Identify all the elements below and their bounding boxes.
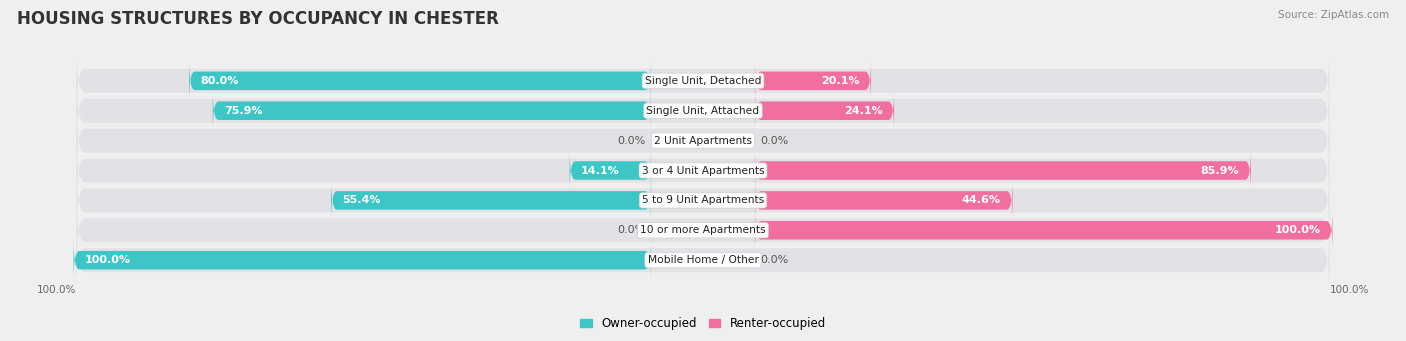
FancyBboxPatch shape xyxy=(755,150,1251,191)
Text: Source: ZipAtlas.com: Source: ZipAtlas.com xyxy=(1278,10,1389,20)
Text: 3 or 4 Unit Apartments: 3 or 4 Unit Apartments xyxy=(641,165,765,176)
Text: 10 or more Apartments: 10 or more Apartments xyxy=(640,225,766,235)
Text: 0.0%: 0.0% xyxy=(761,255,789,265)
Text: 24.1%: 24.1% xyxy=(844,106,883,116)
Text: 0.0%: 0.0% xyxy=(617,225,645,235)
FancyBboxPatch shape xyxy=(73,240,651,281)
Text: 14.1%: 14.1% xyxy=(581,165,620,176)
FancyBboxPatch shape xyxy=(755,180,1012,221)
FancyBboxPatch shape xyxy=(76,78,1330,144)
Text: 44.6%: 44.6% xyxy=(962,195,1001,205)
FancyBboxPatch shape xyxy=(755,60,872,101)
FancyBboxPatch shape xyxy=(330,180,651,221)
Text: Single Unit, Attached: Single Unit, Attached xyxy=(647,106,759,116)
FancyBboxPatch shape xyxy=(76,48,1330,114)
FancyBboxPatch shape xyxy=(212,90,651,131)
FancyBboxPatch shape xyxy=(76,197,1330,263)
Text: 75.9%: 75.9% xyxy=(225,106,263,116)
Text: 0.0%: 0.0% xyxy=(761,136,789,146)
Text: 5 to 9 Unit Apartments: 5 to 9 Unit Apartments xyxy=(643,195,763,205)
FancyBboxPatch shape xyxy=(76,108,1330,174)
Text: 55.4%: 55.4% xyxy=(343,195,381,205)
Text: 2 Unit Apartments: 2 Unit Apartments xyxy=(654,136,752,146)
Text: 80.0%: 80.0% xyxy=(201,76,239,86)
Text: 100.0%: 100.0% xyxy=(1275,225,1320,235)
Legend: Owner-occupied, Renter-occupied: Owner-occupied, Renter-occupied xyxy=(575,312,831,335)
FancyBboxPatch shape xyxy=(76,227,1330,293)
Text: 100.0%: 100.0% xyxy=(86,255,131,265)
FancyBboxPatch shape xyxy=(76,138,1330,203)
Text: 0.0%: 0.0% xyxy=(617,136,645,146)
FancyBboxPatch shape xyxy=(755,210,1333,251)
Text: Single Unit, Detached: Single Unit, Detached xyxy=(645,76,761,86)
Text: HOUSING STRUCTURES BY OCCUPANCY IN CHESTER: HOUSING STRUCTURES BY OCCUPANCY IN CHEST… xyxy=(17,10,499,28)
FancyBboxPatch shape xyxy=(569,150,651,191)
FancyBboxPatch shape xyxy=(755,90,894,131)
Text: Mobile Home / Other: Mobile Home / Other xyxy=(648,255,758,265)
FancyBboxPatch shape xyxy=(76,167,1330,233)
FancyBboxPatch shape xyxy=(188,60,651,101)
Text: 85.9%: 85.9% xyxy=(1201,165,1240,176)
Text: 20.1%: 20.1% xyxy=(821,76,859,86)
